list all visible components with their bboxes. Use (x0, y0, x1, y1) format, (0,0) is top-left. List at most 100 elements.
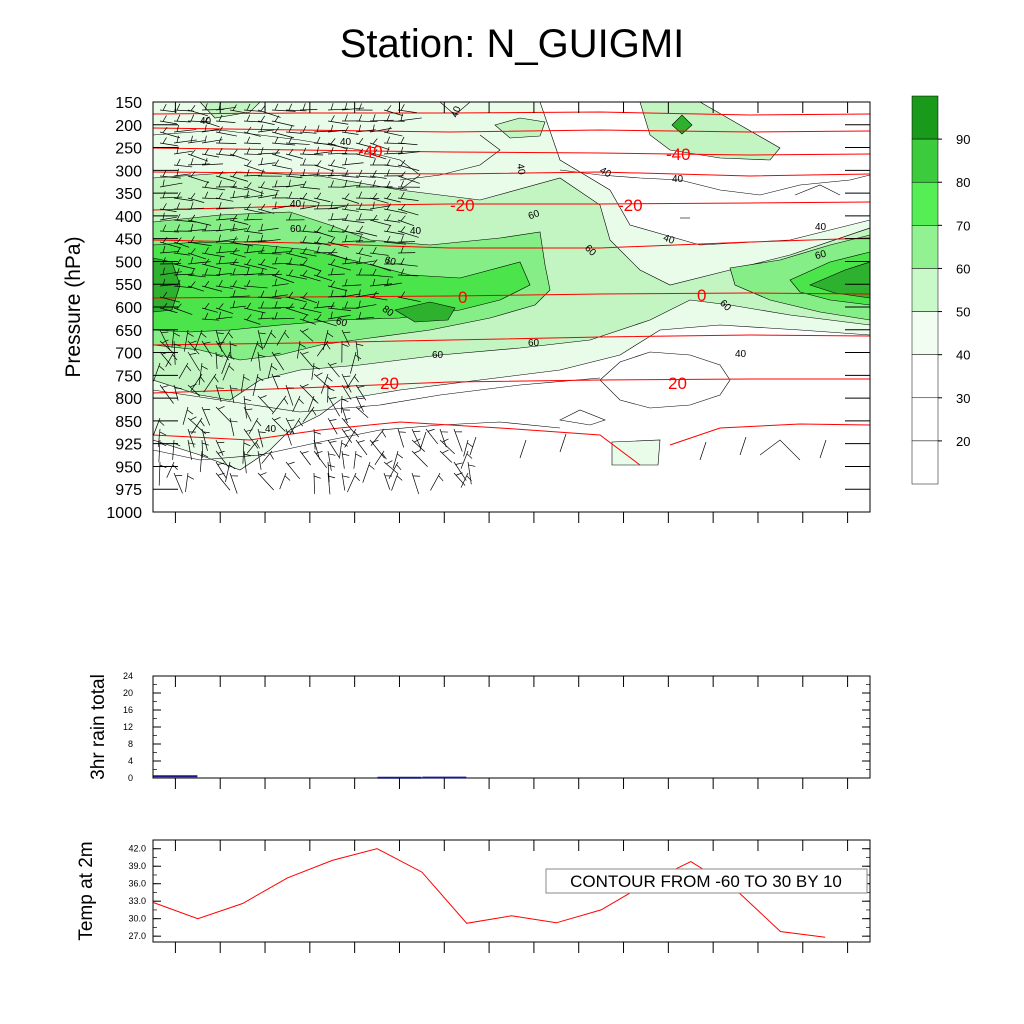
wind-barb-flag (358, 268, 362, 276)
wind-barb-shaft (299, 205, 316, 210)
wind-barb-shaft (341, 162, 364, 166)
wind-barb-flag (343, 331, 351, 334)
colorbar-box (911, 268, 939, 312)
colorbar-label: 20 (956, 434, 970, 449)
wind-barb-shaft (369, 274, 394, 278)
wind-barb-shaft (257, 162, 276, 166)
wind-barb-flag (190, 416, 197, 421)
wind-barb-flag (216, 332, 224, 334)
wind-barb-flag (214, 376, 219, 383)
wind-barb-shaft (341, 450, 345, 469)
wind-barb-flag (330, 224, 335, 232)
wind-barb-shaft (165, 351, 175, 368)
wind-barb-flag (176, 268, 180, 275)
wind-barb-shaft (261, 450, 273, 464)
wind-barb-shaft (173, 273, 195, 276)
wind-barb-shaft (313, 428, 316, 450)
wind-barb-flag (358, 202, 363, 210)
wind-barb-flag (400, 113, 403, 121)
wind-barb-shaft (369, 205, 391, 210)
wind-barb-flag (330, 290, 334, 297)
wind-barb-shaft (327, 472, 331, 495)
wind-barb-flag (400, 291, 405, 298)
wind-barb-shaft (341, 428, 353, 444)
temperature-labels: -40 -40 -20 -20 0 0 20 20 (358, 142, 706, 393)
wind-barb-shaft (243, 285, 268, 289)
rain-plot-frame (152, 675, 871, 779)
wind-barb-flag (204, 280, 210, 287)
wind-barb-shaft (187, 140, 206, 144)
wind-barb-shaft (159, 109, 177, 113)
temperature-label: 20 (668, 374, 687, 393)
wind-barb-flag (244, 453, 252, 457)
wind-barb-shaft (215, 406, 232, 423)
wind-barb-flag (354, 431, 359, 438)
temperature-label: -20 (618, 196, 643, 215)
wind-barb-flag (327, 387, 335, 391)
colorbar-box (911, 440, 939, 485)
wind-barb-shaft (166, 461, 175, 478)
wind-barb-shaft (257, 395, 274, 413)
wind-barb-flag (174, 387, 182, 389)
wind-barb-shaft (271, 153, 292, 161)
wind-barb-flag (344, 179, 348, 187)
wind-barb-flag (190, 383, 197, 388)
wind-barb-shaft (271, 306, 295, 309)
wind-barb-flag (386, 114, 390, 122)
wind-barb-shaft (397, 164, 420, 171)
wind-barb-flag (190, 236, 195, 243)
wind-barb-shaft (313, 230, 334, 238)
wind-barb-flag (386, 278, 389, 286)
wind-barb-shaft (341, 384, 352, 400)
wind-barb-flag (246, 314, 252, 321)
wind-barb-flag (313, 365, 320, 370)
wind-barb-flag (427, 428, 435, 432)
wind-barb-flag (246, 147, 250, 155)
wind-barb-shaft (173, 285, 192, 289)
wind-barb-flag (301, 383, 309, 388)
wind-barb-shaft (313, 251, 338, 254)
wind-barb-flag (344, 157, 348, 165)
humidity-label: 40 (514, 163, 527, 176)
wind-barb-shaft (215, 450, 230, 469)
wind-barb-flag (386, 203, 391, 210)
wind-barb-flag (288, 269, 293, 276)
wind-barb-flag (343, 429, 351, 432)
wind-barb-shaft (276, 329, 287, 346)
wind-barb-flag (204, 258, 210, 265)
wind-barb-shaft (184, 329, 189, 352)
wind-barb-shaft (313, 197, 331, 203)
wind-barb-shaft (159, 120, 177, 125)
contour-annotation: CONTOUR FROM -60 TO 30 BY 10 (545, 868, 868, 894)
wind-barb-shaft (297, 340, 301, 359)
wind-barb-flag (400, 159, 406, 166)
wind-barb-shaft (187, 109, 208, 117)
wind-barb-shaft (271, 142, 296, 146)
wind-barb-flag (204, 302, 210, 310)
colorbar-label: 30 (956, 391, 970, 406)
y-tick-label: 400 (115, 209, 142, 226)
wind-barb-shaft (327, 439, 340, 458)
wind-barb-shaft (313, 305, 335, 309)
y-tick-label: 975 (115, 482, 142, 499)
wind-barb-flag (354, 475, 360, 481)
wind-barb-shaft (243, 395, 247, 419)
wind-barb-flag (316, 136, 321, 144)
wind-barb-flag (358, 180, 362, 188)
wind-barb-flag (190, 149, 196, 156)
rain-y-tick-label: 24 (123, 671, 133, 681)
humidity-label: 40 (672, 174, 684, 185)
wind-barb-flag (232, 300, 236, 308)
wind-barb-flag (400, 226, 406, 233)
wind-barb-shaft (190, 373, 203, 392)
wind-barb-shaft (257, 208, 275, 214)
wind-barb-flag (228, 365, 235, 371)
wind-barb-shaft (397, 296, 421, 303)
colorbar-label: 40 (956, 348, 970, 363)
wind-barb-flag (260, 258, 266, 265)
main-x-ticks (174, 102, 849, 523)
wind-barb-flag (357, 440, 365, 443)
wind-barb-shaft (369, 219, 392, 227)
wind-barb-shaft (229, 228, 248, 232)
